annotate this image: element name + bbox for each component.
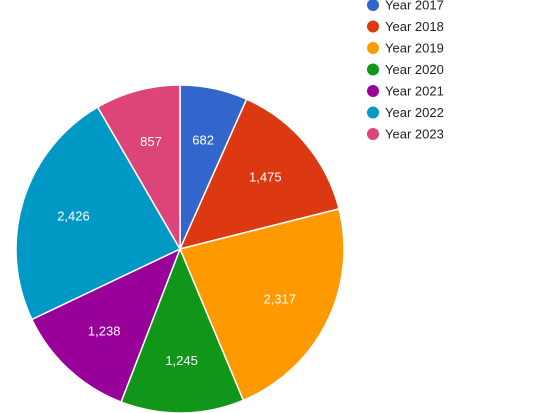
legend-marker-year-2022	[367, 106, 379, 119]
legend-marker-year-2019	[367, 42, 379, 54]
legend-marker-year-2023	[367, 128, 379, 140]
legend-label-year-2019: Year 2019	[385, 41, 444, 56]
legend-item-year-2021: Year 2021	[367, 84, 444, 99]
legend-label-year-2022: Year 2022	[385, 105, 444, 120]
slice-value-label-year-2018: 1,475	[249, 170, 282, 185]
pie-slice-year-2019	[178, 207, 345, 402]
slice-value-label-year-2019: 2,317	[263, 291, 296, 306]
legend-marker-year-2020	[367, 63, 379, 76]
slice-value-label-year-2021: 1,238	[88, 323, 121, 338]
slice-value-label-year-2022: 2,426	[57, 208, 90, 223]
legend-label-year-2018: Year 2018	[385, 19, 444, 34]
slice-value-label-year-2020: 1,245	[165, 353, 198, 368]
pie-slices	[15, 84, 345, 413]
pie-slice-year-2023	[96, 84, 181, 252]
legend-marker-year-2018	[367, 20, 379, 33]
slice-value-label-year-2017: 682	[192, 132, 214, 147]
legend-label-year-2021: Year 2021	[385, 84, 444, 99]
pie-slice-labels: 682 1,475 2,317 1,245 1,238 2,426 857	[57, 132, 296, 368]
chart-legend: Year 2017 Year 2018 Year 2019 Year 2020 Year…	[367, 0, 444, 142]
legend-label-year-2017: Year 2017	[385, 0, 444, 13]
pie-slice-year-2022	[15, 106, 182, 321]
pie-slice-year-2021	[30, 247, 182, 404]
legend-item-year-2019: Year 2019	[367, 41, 444, 56]
legend-item-year-2017: Year 2017	[367, 0, 444, 13]
pie-slice-year-2018	[178, 98, 340, 251]
legend-label-year-2023: Year 2023	[385, 127, 444, 142]
legend-item-year-2020: Year 2020	[367, 62, 444, 77]
legend-item-year-2023: Year 2023	[367, 127, 444, 142]
legend-item-year-2022: Year 2022	[367, 105, 444, 120]
slice-value-label-year-2023: 857	[140, 134, 162, 149]
legend-marker-year-2021	[367, 85, 379, 97]
legend-label-year-2020: Year 2020	[385, 62, 444, 77]
legend-marker-year-2017	[367, 0, 379, 11]
legend-item-year-2018: Year 2018	[367, 19, 444, 34]
